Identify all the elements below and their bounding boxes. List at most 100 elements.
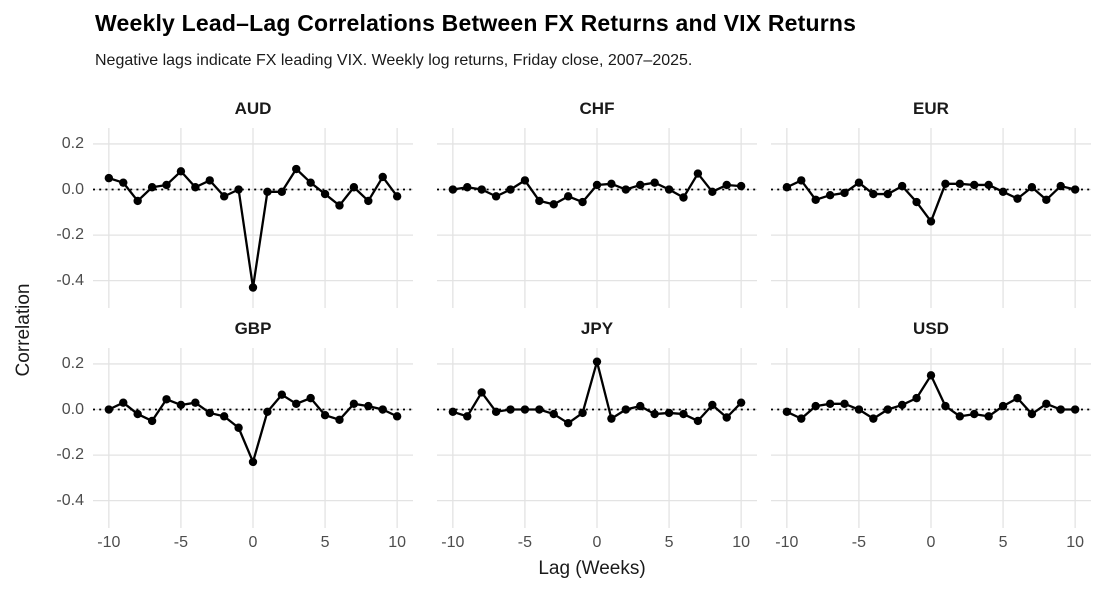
- data-point: [477, 185, 486, 194]
- data-point: [1070, 405, 1080, 414]
- facet-panel-jpy: [437, 348, 757, 528]
- data-point: [1042, 195, 1051, 204]
- data-point: [549, 409, 558, 419]
- data-point: [664, 408, 674, 418]
- x-tick-label: -10: [775, 534, 799, 551]
- facet-label-gbp: GBP: [234, 319, 272, 338]
- data-point: [277, 187, 287, 196]
- y-tick-label: -0.4: [56, 271, 84, 289]
- data-point: [563, 192, 573, 201]
- x-tick-label: 10: [1066, 534, 1085, 551]
- data-point: [797, 176, 806, 185]
- data-point: [119, 398, 128, 407]
- data-point: [912, 393, 921, 403]
- data-point: [335, 415, 344, 424]
- data-point: [926, 371, 936, 380]
- x-tick-label: 5: [320, 534, 330, 551]
- data-point: [578, 408, 587, 418]
- data-point: [364, 401, 373, 411]
- data-point: [234, 185, 243, 194]
- data-point: [292, 399, 301, 409]
- data-point: [941, 179, 950, 189]
- data-point: [263, 407, 272, 416]
- facet-label-usd: USD: [913, 319, 949, 338]
- data-point: [840, 399, 849, 409]
- data-point: [970, 180, 979, 190]
- data-point: [219, 192, 229, 201]
- data-point: [941, 401, 950, 411]
- data-point: [693, 416, 703, 426]
- x-tick-label: -10: [441, 534, 465, 551]
- data-point: [592, 357, 602, 366]
- data-point: [133, 409, 142, 419]
- data-point: [104, 405, 114, 414]
- data-point: [1013, 194, 1022, 203]
- y-axis-title: Correlation: [13, 283, 34, 377]
- data-point: [708, 400, 717, 410]
- data-point: [477, 388, 486, 397]
- x-axis-title: Lag (Weeks): [538, 558, 646, 579]
- data-point: [1027, 409, 1037, 419]
- data-point: [621, 405, 631, 414]
- data-point: [320, 411, 330, 420]
- facet-label-aud: AUD: [234, 99, 272, 118]
- data-point: [549, 200, 558, 209]
- data-point: [162, 395, 171, 404]
- data-point: [306, 178, 315, 187]
- data-point: [378, 172, 387, 182]
- data-point: [535, 196, 544, 206]
- y-tick-label: -0.2: [56, 226, 84, 244]
- data-point: [248, 457, 258, 467]
- data-point: [133, 196, 142, 206]
- data-point: [392, 412, 402, 421]
- data-point: [162, 180, 171, 190]
- x-tick-label: 10: [388, 534, 407, 551]
- data-point: [998, 187, 1008, 196]
- data-point: [491, 407, 501, 416]
- data-point: [679, 409, 688, 419]
- data-point: [506, 405, 515, 414]
- facet-label-chf: CHF: [579, 99, 615, 118]
- data-point: [722, 413, 731, 422]
- x-tick-label: 5: [998, 534, 1008, 551]
- facet-label-jpy: JPY: [580, 319, 614, 338]
- chart-subtitle: Negative lags indicate FX leading VIX. W…: [95, 52, 693, 69]
- data-point: [491, 192, 501, 201]
- data-point: [520, 176, 530, 185]
- data-point: [306, 393, 315, 403]
- data-point: [782, 407, 792, 416]
- data-point: [592, 180, 602, 190]
- data-point: [349, 183, 359, 192]
- data-point: [636, 180, 645, 190]
- x-tick-label: -5: [851, 534, 867, 551]
- facet-label-eur: EUR: [913, 99, 949, 118]
- data-point: [883, 189, 892, 199]
- facet-panel-eur: [771, 128, 1091, 308]
- data-point: [912, 197, 921, 207]
- data-point: [782, 183, 792, 192]
- data-point: [535, 405, 544, 414]
- data-point: [621, 185, 631, 194]
- data-point: [811, 401, 820, 411]
- data-point: [984, 412, 993, 421]
- data-point: [708, 187, 717, 196]
- data-point: [1056, 405, 1065, 414]
- data-point: [378, 405, 387, 414]
- data-point: [292, 164, 301, 174]
- x-tick-label: 0: [248, 534, 258, 551]
- facet-panel-aud: [93, 128, 413, 308]
- data-point: [722, 180, 731, 190]
- data-point: [926, 217, 936, 226]
- data-point: [1027, 183, 1037, 192]
- data-point: [825, 191, 835, 200]
- data-point: [736, 398, 746, 407]
- data-point: [448, 407, 458, 416]
- data-point: [147, 416, 157, 426]
- x-tick-label: -5: [173, 534, 189, 551]
- data-point: [364, 196, 373, 206]
- data-point: [392, 192, 402, 201]
- facet-panel-gbp: [93, 348, 413, 528]
- x-tick-label: 0: [926, 534, 936, 551]
- x-tick-label: -5: [517, 534, 533, 551]
- data-point: [234, 423, 243, 432]
